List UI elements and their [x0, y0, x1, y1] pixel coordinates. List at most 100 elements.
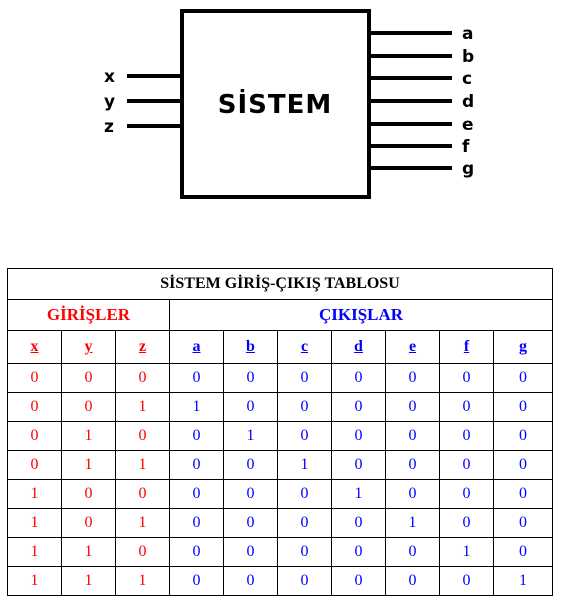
output-cell-f: 0 [439, 508, 494, 538]
output-cell-e: 0 [385, 450, 440, 480]
outputs-group-header: ÇIKIŞLAR [168, 299, 554, 331]
output-cell-b: 0 [223, 537, 278, 567]
input-cell-x: 0 [7, 392, 62, 422]
column-header-b: b [223, 330, 278, 364]
output-cell-g: 0 [492, 508, 554, 538]
output-cell-a: 1 [169, 392, 224, 422]
table-group-row: GİRİŞLER ÇIKIŞLAR [7, 299, 554, 331]
truth-table: SİSTEM GİRİŞ-ÇIKIŞ TABLOSU GİRİŞLER ÇIKI… [6, 268, 554, 596]
output-cell-c: 0 [277, 363, 332, 393]
output-cell-f: 1 [439, 537, 494, 567]
input-cell-z: 1 [115, 392, 170, 422]
table-column-header-row: x y z a b c d e f g [7, 330, 554, 364]
column-header-z: z [115, 330, 170, 364]
output-cell-a: 0 [169, 508, 224, 538]
output-cell-d: 1 [331, 479, 386, 509]
output-cell-b: 0 [223, 363, 278, 393]
system-label: SİSTEM [218, 88, 333, 120]
column-header-a: a [169, 330, 224, 364]
output-cell-e: 0 [385, 421, 440, 451]
column-header-x: x [7, 330, 62, 364]
input-cell-y: 0 [61, 479, 116, 509]
output-cell-g: 0 [492, 537, 554, 567]
input-cell-x: 0 [7, 421, 62, 451]
output-cell-g: 0 [492, 421, 554, 451]
output-cell-d: 0 [331, 392, 386, 422]
input-cell-y: 1 [61, 566, 116, 596]
output-cell-f: 0 [439, 363, 494, 393]
output-label-c: c [462, 69, 472, 89]
output-label-a: a [462, 24, 473, 44]
input-cell-y: 1 [61, 537, 116, 567]
output-cell-g: 0 [492, 479, 554, 509]
output-cell-c: 0 [277, 537, 332, 567]
input-cell-z: 0 [115, 421, 170, 451]
output-cell-e: 0 [385, 363, 440, 393]
output-cell-g: 0 [492, 363, 554, 393]
table-title-row: SİSTEM GİRİŞ-ÇIKIŞ TABLOSU [6, 268, 554, 300]
output-cell-b: 0 [223, 479, 278, 509]
input-cell-y: 0 [61, 392, 116, 422]
column-header-g: g [492, 330, 554, 364]
output-cell-f: 0 [439, 392, 494, 422]
output-cell-d: 0 [331, 537, 386, 567]
output-cell-c: 1 [277, 450, 332, 480]
output-cell-d: 0 [331, 566, 386, 596]
output-cell-b: 0 [223, 392, 278, 422]
output-cell-a: 0 [169, 363, 224, 393]
output-cell-g: 1 [492, 566, 554, 596]
inputs-group-header: GİRİŞLER [7, 299, 170, 331]
output-cell-f: 0 [439, 566, 494, 596]
input-cell-x: 1 [7, 479, 62, 509]
output-cell-f: 0 [439, 479, 494, 509]
column-header-d: d [331, 330, 386, 364]
system-box [180, 9, 371, 199]
system-block-diagram: SİSTEM x y z a b c d e f g [104, 9, 474, 199]
output-cell-e: 1 [385, 508, 440, 538]
output-cell-c: 0 [277, 479, 332, 509]
input-cell-z: 0 [115, 537, 170, 567]
output-cell-a: 0 [169, 566, 224, 596]
output-cell-e: 0 [385, 392, 440, 422]
output-cell-a: 0 [169, 450, 224, 480]
output-label-g: g [462, 159, 474, 179]
input-cell-x: 0 [7, 363, 62, 393]
input-cell-x: 1 [7, 508, 62, 538]
output-cell-g: 0 [492, 392, 554, 422]
output-cell-d: 0 [331, 450, 386, 480]
output-label-f: f [462, 137, 470, 157]
column-header-f: f [439, 330, 494, 364]
output-cell-c: 0 [277, 508, 332, 538]
input-cell-z: 1 [115, 508, 170, 538]
column-header-c: c [277, 330, 332, 364]
output-cell-d: 0 [331, 508, 386, 538]
output-cell-b: 1 [223, 421, 278, 451]
input-cell-z: 1 [115, 566, 170, 596]
column-header-e: e [385, 330, 440, 364]
input-cell-y: 0 [61, 363, 116, 393]
output-cell-a: 0 [169, 421, 224, 451]
output-cell-c: 0 [277, 421, 332, 451]
input-cell-z: 0 [115, 363, 170, 393]
output-cell-d: 0 [331, 363, 386, 393]
input-cell-x: 1 [7, 566, 62, 596]
output-cell-d: 0 [331, 421, 386, 451]
output-cell-a: 0 [169, 479, 224, 509]
output-label-b: b [462, 47, 474, 67]
input-cell-y: 0 [61, 508, 116, 538]
output-cell-g: 0 [492, 450, 554, 480]
output-cell-e: 0 [385, 479, 440, 509]
output-cell-b: 0 [223, 566, 278, 596]
output-cell-b: 0 [223, 450, 278, 480]
output-cell-b: 0 [223, 508, 278, 538]
input-cell-z: 1 [115, 450, 170, 480]
input-cell-x: 0 [7, 450, 62, 480]
